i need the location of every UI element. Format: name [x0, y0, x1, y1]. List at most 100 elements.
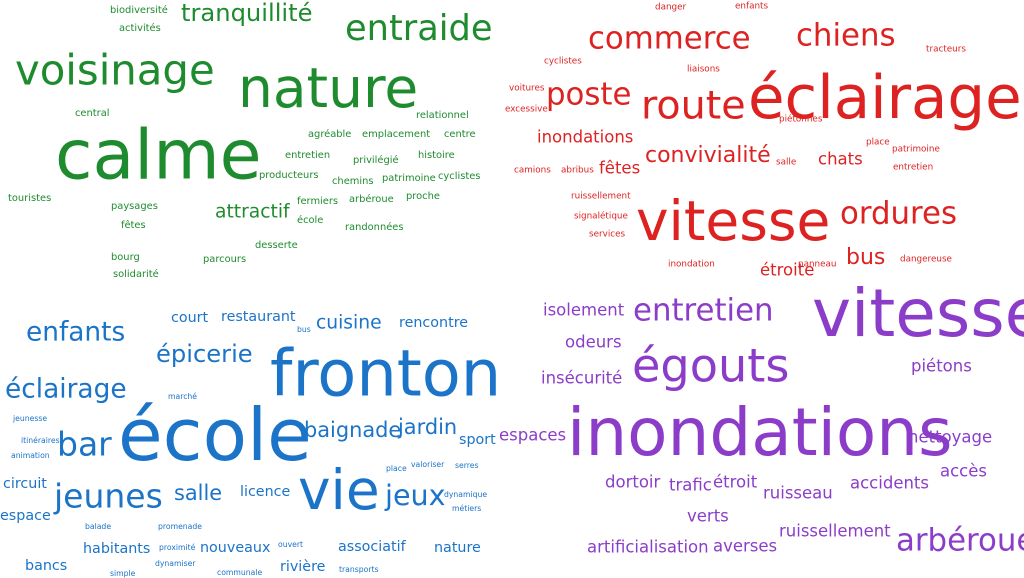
word: liaisons: [687, 65, 720, 75]
word: marché: [168, 392, 197, 401]
word: bourg: [111, 252, 140, 263]
word: insécurité: [541, 369, 622, 388]
word: voisinage: [15, 46, 215, 95]
word: éclairage: [5, 374, 127, 405]
word: chemins: [332, 176, 374, 187]
word: isolement: [543, 301, 625, 320]
word: histoire: [418, 150, 455, 161]
word: cuisine: [316, 313, 382, 334]
word: salle: [776, 158, 796, 168]
word-cloud: biodiversité activités tranquillité entraid…: [8, 0, 493, 280]
word: jeunes: [53, 477, 163, 516]
word: égouts: [632, 339, 789, 393]
word: signalétique: [574, 211, 628, 222]
word: ruissellement: [779, 522, 891, 541]
word: transports: [339, 565, 379, 574]
word: danger: [655, 3, 687, 13]
word: entraide: [345, 8, 493, 49]
word: associatif: [338, 539, 407, 555]
word: piétons: [911, 357, 972, 376]
word: ouvert: [278, 540, 303, 549]
word: patrimoine: [892, 145, 940, 155]
word: rencontre: [399, 315, 468, 331]
word: arbéroue: [896, 523, 1024, 559]
word: bar: [57, 425, 112, 464]
word: dynamiser: [155, 559, 196, 568]
word: desserte: [255, 240, 298, 251]
word: promenade: [158, 522, 202, 531]
word-cloud: danger enfants commerce chiens tracteurs cycl…: [505, 2, 1022, 280]
word: communale: [217, 568, 262, 577]
word: fermiers: [297, 196, 338, 207]
word: enfants: [735, 2, 768, 12]
word: métiers: [452, 504, 481, 513]
word: solidarité: [113, 268, 159, 280]
word: abribus: [561, 166, 594, 176]
word: bus: [297, 325, 311, 334]
word: étroite: [760, 261, 814, 280]
word: camions: [514, 166, 551, 176]
word: fêtes: [121, 219, 146, 231]
word: accidents: [850, 474, 929, 493]
word: services: [589, 230, 626, 240]
word: animation: [11, 451, 50, 460]
word: place: [386, 464, 407, 473]
word: vie: [298, 458, 380, 522]
word: accès: [940, 462, 987, 481]
word: valoriser: [411, 460, 445, 469]
word: touristes: [8, 193, 51, 204]
word: nettoyage: [908, 428, 992, 447]
word: entretien: [285, 150, 330, 161]
word: jardin: [397, 415, 457, 439]
word: circuit: [3, 476, 47, 492]
word: agréable: [308, 128, 351, 140]
word: trafic: [669, 476, 712, 495]
word: fêtes: [599, 159, 640, 178]
word: relationnel: [416, 110, 469, 121]
word: serres: [455, 461, 479, 470]
word: voitures: [509, 84, 545, 94]
word: ordures: [840, 196, 957, 232]
word: fronton: [270, 338, 501, 412]
word: paysages: [111, 201, 158, 212]
word: éclairage: [748, 64, 1022, 133]
word: entretien: [893, 163, 933, 173]
word: calme: [55, 117, 262, 196]
word: commerce: [588, 21, 751, 57]
word: itinéraires: [21, 436, 60, 445]
word: habitants: [83, 541, 150, 557]
word: tracteurs: [926, 45, 966, 55]
word: chiens: [796, 18, 896, 54]
word: entretien: [633, 293, 774, 329]
word: patrimoine: [382, 173, 436, 184]
word: dortoir: [605, 473, 661, 492]
word: central: [75, 108, 110, 119]
word: excessive: [505, 105, 548, 115]
word: inondations: [567, 394, 953, 471]
word: cyclistes: [544, 57, 582, 67]
word: convivialité: [645, 143, 771, 168]
word: dangereuse: [900, 255, 952, 265]
word: ruisseau: [763, 484, 833, 503]
word: proche: [406, 191, 440, 202]
word: licence: [240, 484, 291, 500]
word: baignade: [304, 418, 401, 442]
word: panneau: [798, 260, 837, 270]
word: école: [118, 394, 312, 478]
word: enfants: [26, 317, 125, 348]
word: simple: [110, 569, 136, 578]
word: balade: [85, 522, 111, 531]
word: route: [641, 83, 746, 129]
word: averses: [713, 537, 777, 556]
word: piétonnes: [779, 114, 823, 125]
word: parcours: [203, 254, 246, 265]
word: vitesse: [812, 275, 1024, 352]
word: poste: [546, 77, 631, 113]
word: espace: [0, 508, 51, 524]
word: randonnées: [345, 221, 404, 233]
word: arbéroue: [349, 193, 394, 205]
word: proximité: [159, 543, 196, 552]
word: biodiversité: [110, 4, 168, 16]
word: inondations: [537, 128, 633, 147]
word: nature: [434, 540, 481, 556]
